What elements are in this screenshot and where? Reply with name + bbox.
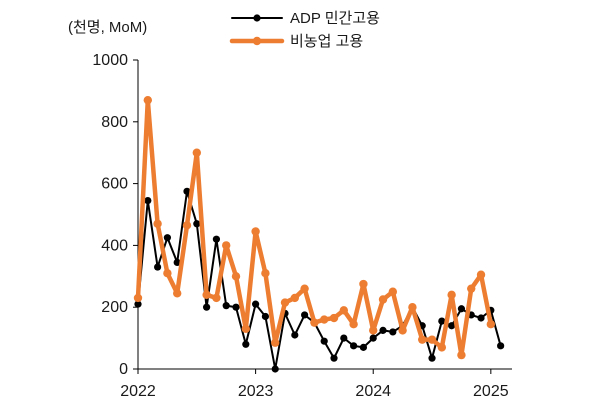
x-tick-label: 2024 [355, 383, 391, 400]
series-point [202, 290, 211, 300]
series-point [497, 342, 505, 350]
series-point [300, 284, 309, 293]
series-point [350, 342, 358, 350]
y-tick-label: 1000 [92, 52, 128, 69]
series-point [340, 334, 348, 342]
series-point [398, 326, 407, 335]
series-point [193, 220, 201, 228]
series-point [182, 221, 192, 230]
series-point [261, 312, 270, 321]
series-point [291, 331, 299, 339]
y-axis-unit-label: (천명, MoM) [68, 19, 147, 36]
series-1 [134, 187, 505, 373]
series-point [163, 269, 172, 278]
series-point [428, 354, 436, 362]
series-point [437, 343, 447, 352]
x-tick-label: 2023 [238, 383, 274, 400]
series-point [143, 95, 153, 105]
legend-item: ADP 민간고용 [231, 10, 380, 27]
series-line [137, 190, 502, 370]
series-point [369, 326, 378, 335]
legend-swatch-marker [252, 36, 262, 46]
series-point [448, 322, 456, 330]
series-layer [133, 95, 505, 373]
series-point [359, 279, 368, 289]
series-point [153, 219, 162, 228]
y-tick-label: 0 [119, 361, 128, 378]
series-point [212, 293, 221, 303]
y-tick-label: 600 [101, 176, 128, 193]
series-point [252, 300, 260, 308]
series-point [477, 314, 485, 322]
x-tick-label: 2025 [473, 383, 509, 400]
legend-swatch-marker [253, 14, 261, 22]
series-point [173, 289, 182, 298]
series-point [290, 293, 300, 303]
series-point [144, 196, 152, 205]
series-point [301, 311, 309, 319]
series-point [310, 318, 319, 327]
series-point [242, 340, 250, 348]
y-tick-label: 800 [101, 114, 128, 131]
series-point [379, 326, 387, 334]
series-point [349, 319, 358, 329]
series-point [330, 354, 338, 362]
series-point [154, 263, 162, 271]
legend-item: 비농업 고용 [229, 33, 363, 50]
series-point [457, 305, 466, 313]
series-point [173, 258, 181, 266]
series-point [251, 227, 260, 236]
series-point [408, 303, 417, 312]
series-point [457, 350, 466, 360]
legend-label: 비농업 고용 [290, 33, 363, 50]
series-point [271, 365, 279, 373]
series-point [359, 343, 368, 351]
series-point [486, 319, 496, 329]
series-point [476, 270, 486, 279]
series-point [261, 269, 270, 278]
series-point [369, 334, 377, 342]
series-point [467, 284, 476, 293]
series-point [378, 295, 388, 304]
series-line [135, 97, 494, 358]
series-2 [133, 95, 496, 360]
series-point [438, 317, 446, 325]
series-point [388, 287, 398, 296]
y-tick-label: 200 [101, 299, 128, 316]
series-point [339, 306, 349, 315]
axes: 0 200 400 600 800 1000 2022 2023 2024 2025 [92, 52, 512, 400]
series-point [320, 337, 328, 345]
series-point [192, 148, 202, 157]
y-tick-label: 400 [101, 237, 128, 254]
series-point [241, 324, 251, 334]
series-point [222, 241, 231, 250]
series-point [134, 300, 142, 308]
series-point [133, 293, 143, 303]
series-point [447, 290, 456, 300]
series-point [232, 303, 240, 311]
series-point [418, 335, 427, 344]
series-point [389, 328, 397, 336]
series-point [427, 335, 437, 344]
series-point [231, 272, 241, 281]
series-point [271, 338, 280, 347]
legend-label: ADP 민간고용 [290, 10, 380, 27]
series-point [280, 298, 290, 307]
x-tick-label: 2022 [120, 383, 156, 400]
series-point [203, 303, 211, 311]
series-point [329, 313, 339, 323]
series-point [212, 235, 221, 243]
series-point [320, 315, 329, 324]
series-point [163, 234, 172, 242]
series-point [222, 302, 230, 310]
series-point [183, 187, 191, 195]
